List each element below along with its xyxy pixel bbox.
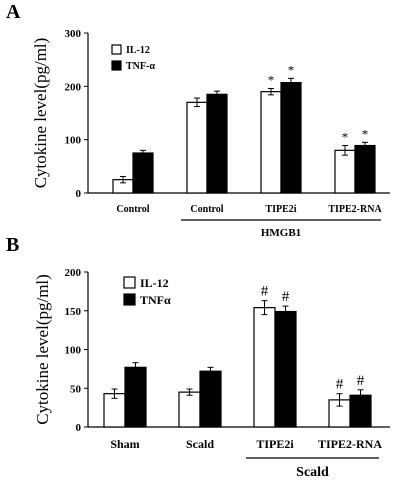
significance-marker: * xyxy=(342,130,349,145)
significance-marker: * xyxy=(268,72,275,87)
x-category-label: Sham xyxy=(110,437,139,451)
significance-marker: * xyxy=(362,126,369,141)
bar-il12 xyxy=(186,101,208,194)
y-tick-label: 150 xyxy=(65,306,82,318)
x-category-label: Control xyxy=(116,204,149,215)
panel-b-letter: B xyxy=(6,234,19,256)
y-axis-label: Cytokine level(pg/ml) xyxy=(33,274,52,425)
legend-label: TNF-α xyxy=(126,61,155,72)
bar-tnf xyxy=(199,370,222,428)
legend-swatch-il12 xyxy=(123,276,136,289)
legend-swatch-tnf xyxy=(123,293,136,306)
bar-il12 xyxy=(334,149,356,194)
y-tick-label: 50 xyxy=(70,383,82,395)
significance-marker: # xyxy=(357,373,365,389)
x-category-label: TIPE2-RNA xyxy=(328,204,382,215)
bar-tnf xyxy=(280,81,302,194)
bar-tnf xyxy=(206,93,228,194)
x-category-label: TIPE2i xyxy=(265,204,296,215)
legend-label: TNFα xyxy=(140,293,171,307)
y-tick-label: 300 xyxy=(65,28,82,40)
legend-label: IL-12 xyxy=(126,45,150,56)
bar-il12 xyxy=(253,307,276,428)
bar-tnf xyxy=(354,144,376,194)
y-tick-label: 100 xyxy=(65,135,82,147)
y-tick-label: 0 xyxy=(76,422,82,434)
legend-swatch-il12 xyxy=(111,44,122,55)
bar-tnf xyxy=(124,366,147,428)
x-category-label: Control xyxy=(190,204,223,215)
significance-marker: * xyxy=(288,62,295,77)
legend-swatch-tnf xyxy=(111,60,122,71)
y-tick-label: 200 xyxy=(65,267,82,279)
group-label: HMGB1 xyxy=(261,227,301,239)
significance-marker: # xyxy=(261,284,269,300)
x-category-label: TIPE2i xyxy=(256,437,294,451)
chart-a: Cytokine level(pg/ml) 0 100 200 300 Control Co… xyxy=(31,28,390,239)
bar-il12 xyxy=(178,391,201,428)
bar-tnf xyxy=(132,152,154,194)
significance-marker: # xyxy=(282,289,290,305)
y-tick-label: 200 xyxy=(65,81,82,93)
group-label: Scald xyxy=(296,465,329,480)
bar-il12 xyxy=(260,91,282,194)
bar-tnf xyxy=(274,310,297,428)
legend-label: IL-12 xyxy=(140,276,169,290)
panel-a-letter: A xyxy=(6,1,21,23)
chart-b: Cytokine level(pg/ml) 0 50 100 150 200 Sham Sca… xyxy=(33,267,390,480)
x-category-label: TIPE2-RNA xyxy=(318,437,382,451)
y-tick-label: 0 xyxy=(76,188,82,200)
significance-marker: # xyxy=(336,377,344,393)
x-category-label: Scald xyxy=(186,437,214,451)
y-axis-label: Cytokine level(pg/ml) xyxy=(31,38,50,189)
y-tick-label: 100 xyxy=(65,345,82,357)
